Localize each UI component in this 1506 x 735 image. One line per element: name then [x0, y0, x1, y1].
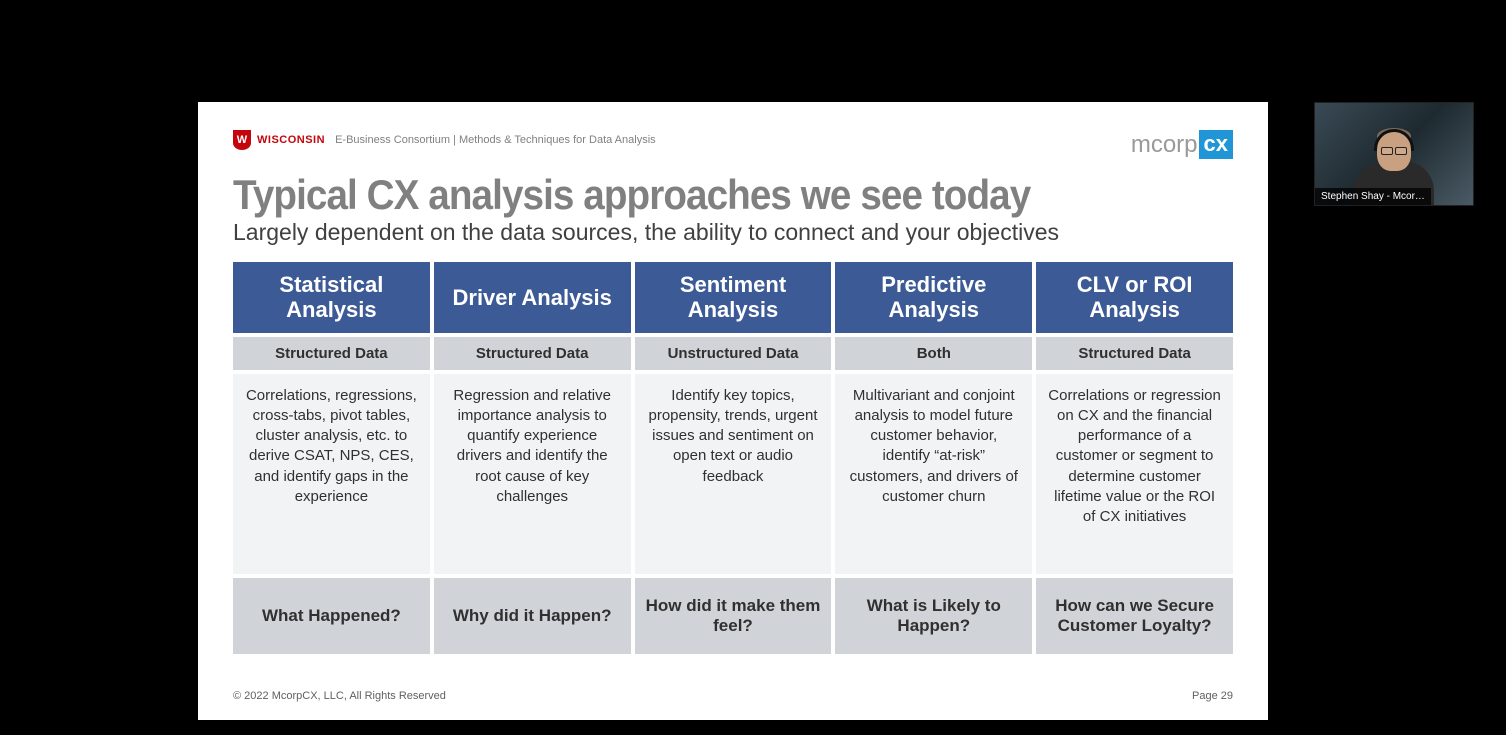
column-heading: Driver Analysis: [434, 262, 631, 333]
column-heading: Predictive Analysis: [835, 262, 1032, 333]
question-cell: How can we Secure Customer Loyalty?: [1036, 578, 1233, 655]
description-cell: Multivariant and conjoint analysis to mo…: [835, 374, 1032, 574]
breadcrumb: E-Business Consortium | Methods & Techni…: [335, 134, 656, 146]
question-cell: What is Likely to Happen?: [835, 578, 1032, 655]
data-type-cell: Both: [835, 337, 1032, 370]
slide-footer: © 2022 McorpCX, LLC, All Rights Reserved…: [233, 678, 1233, 702]
header-left: W WISCONSIN E-Business Consortium | Meth…: [233, 130, 656, 150]
slide-subtitle: Largely dependent on the data sources, t…: [233, 219, 1233, 246]
speaker-webcam-tile[interactable]: Stephen Shay - Mcor…: [1314, 102, 1474, 206]
slide-title: Typical CX analysis approaches we see to…: [233, 173, 1153, 217]
description-cell: Identify key topics, propensity, trends,…: [635, 374, 832, 574]
mcorpcx-logo: mcorpcx: [1131, 130, 1233, 159]
speaker-name-label: Stephen Shay - Mcor…: [1315, 188, 1431, 205]
data-type-cell: Structured Data: [233, 337, 430, 370]
question-cell: Why did it Happen?: [434, 578, 631, 655]
description-cell: Regression and relative importance analy…: [434, 374, 631, 574]
copyright-text: © 2022 McorpCX, LLC, All Rights Reserved: [233, 690, 446, 702]
description-cell: Correlations or regression on CX and the…: [1036, 374, 1233, 574]
logo-text: mcorp: [1131, 131, 1198, 159]
data-type-cell: Unstructured Data: [635, 337, 832, 370]
presentation-slide: W WISCONSIN E-Business Consortium | Meth…: [198, 102, 1268, 720]
slide-header: W WISCONSIN E-Business Consortium | Meth…: [233, 130, 1233, 159]
column-heading: Sentiment Analysis: [635, 262, 832, 333]
wisconsin-crest-icon: W: [233, 130, 251, 150]
question-cell: How did it make them feel?: [635, 578, 832, 655]
university-name: WISCONSIN: [257, 134, 325, 146]
video-stage: W WISCONSIN E-Business Consortium | Meth…: [0, 0, 1506, 735]
column-heading: Statistical Analysis: [233, 262, 430, 333]
data-type-cell: Structured Data: [1036, 337, 1233, 370]
description-cell: Correlations, regressions, cross-tabs, p…: [233, 374, 430, 574]
page-number: Page 29: [1192, 690, 1233, 702]
data-type-cell: Structured Data: [434, 337, 631, 370]
column-heading: CLV or ROI Analysis: [1036, 262, 1233, 333]
logo-box: cx: [1199, 130, 1233, 159]
question-cell: What Happened?: [233, 578, 430, 655]
analysis-table: Statistical Analysis Driver Analysis Sen…: [233, 262, 1233, 654]
